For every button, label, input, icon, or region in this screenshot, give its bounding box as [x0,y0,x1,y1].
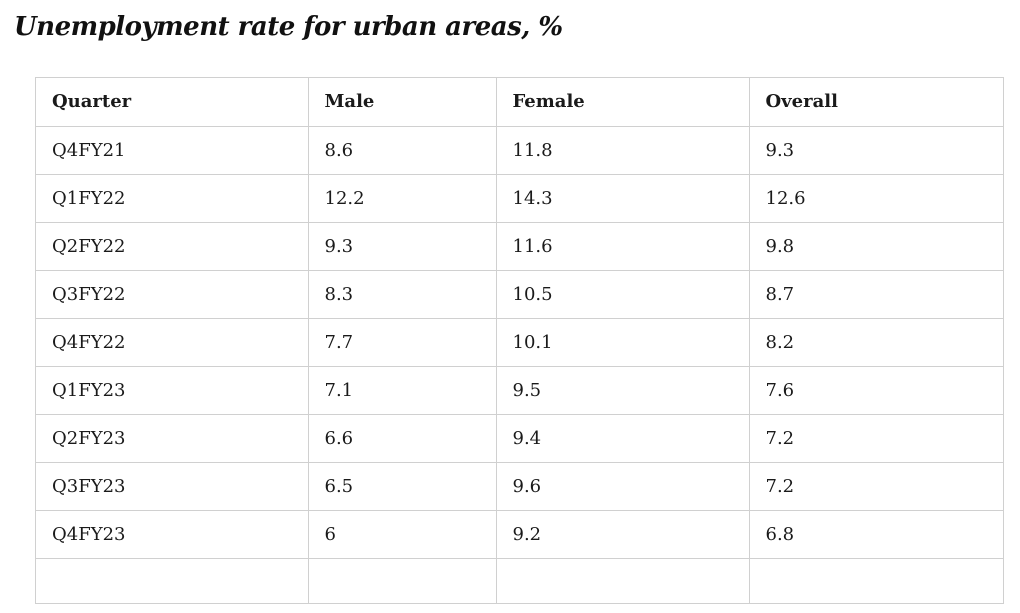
cell-quarter: Q1FY22 [36,174,309,223]
cell-quarter: Q4FY23 [36,510,309,559]
cell-female: 11.6 [496,222,750,271]
cell-quarter: Q3FY23 [36,462,309,511]
empty-cell [308,558,497,603]
cell-overall: 12.6 [749,174,1003,223]
cell-overall: 8.7 [749,270,1003,319]
empty-cell [749,558,1003,603]
empty-cell [496,558,750,603]
cell-female: 10.5 [496,270,750,319]
cell-male: 9.3 [308,222,497,271]
cell-male: 6 [308,510,497,559]
cell-overall: 7.6 [749,366,1003,415]
cell-quarter: Q1FY23 [36,366,309,415]
cell-male: 8.6 [308,126,497,175]
table-row: Q4FY23 6 9.2 6.8 [36,510,1003,559]
empty-cell [36,558,309,603]
unemployment-table: Quarter Male Female Overall Q4FY21 8.6 1… [36,78,1003,603]
cell-overall: 8.2 [749,318,1003,367]
table-row: Q1FY23 7.1 9.5 7.6 [36,366,1003,415]
cell-overall: 7.2 [749,462,1003,511]
cell-male: 12.2 [308,174,497,223]
cell-female: 9.4 [496,414,750,463]
cell-quarter: Q2FY22 [36,222,309,271]
table-row: Q3FY23 6.5 9.6 7.2 [36,462,1003,511]
cell-overall: 9.8 [749,222,1003,271]
page-title: Unemployment rate for urban areas, % [14,12,563,42]
unemployment-table-container: Quarter Male Female Overall Q4FY21 8.6 1… [35,77,1004,604]
cell-female: 9.6 [496,462,750,511]
cell-female: 9.5 [496,366,750,415]
table-row: Q4FY21 8.6 11.8 9.3 [36,126,1003,175]
header-female: Female [496,78,750,127]
cell-female: 14.3 [496,174,750,223]
header-male: Male [308,78,497,127]
cell-overall: 9.3 [749,126,1003,175]
table-row: Q2FY23 6.6 9.4 7.2 [36,414,1003,463]
table-row: Q3FY22 8.3 10.5 8.7 [36,270,1003,319]
cell-quarter: Q3FY22 [36,270,309,319]
cell-female: 9.2 [496,510,750,559]
cell-quarter: Q2FY23 [36,414,309,463]
table-row: Q2FY22 9.3 11.6 9.8 [36,222,1003,271]
header-overall: Overall [749,78,1003,127]
cell-female: 10.1 [496,318,750,367]
table-empty-row [36,558,1003,603]
header-quarter: Quarter [36,78,309,127]
cell-male: 6.6 [308,414,497,463]
cell-male: 7.1 [308,366,497,415]
cell-male: 6.5 [308,462,497,511]
cell-female: 11.8 [496,126,750,175]
cell-overall: 7.2 [749,414,1003,463]
cell-male: 8.3 [308,270,497,319]
cell-male: 7.7 [308,318,497,367]
table-row: Q4FY22 7.7 10.1 8.2 [36,318,1003,367]
cell-quarter: Q4FY22 [36,318,309,367]
table-header-row: Quarter Male Female Overall [36,78,1003,127]
cell-overall: 6.8 [749,510,1003,559]
table-row: Q1FY22 12.2 14.3 12.6 [36,174,1003,223]
cell-quarter: Q4FY21 [36,126,309,175]
